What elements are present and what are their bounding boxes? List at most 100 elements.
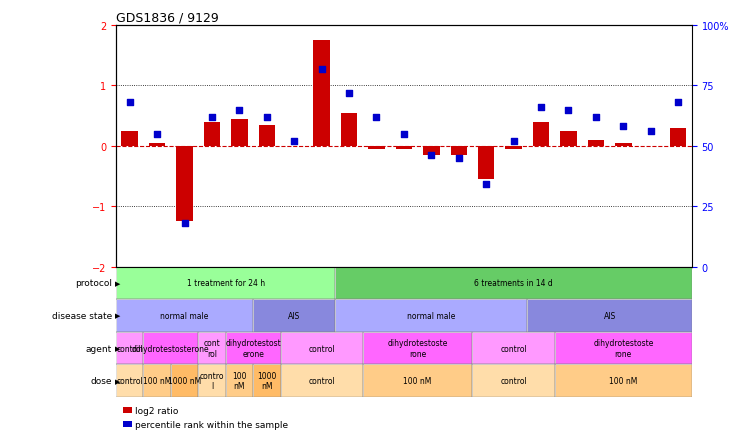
Text: dihydrotestoste
rone: dihydrotestoste rone <box>593 339 654 358</box>
Point <box>590 114 602 121</box>
Bar <box>116 299 253 332</box>
Point <box>316 66 328 73</box>
Point <box>426 153 438 160</box>
Text: control: control <box>308 344 335 353</box>
Bar <box>226 332 280 365</box>
Text: ▶: ▶ <box>115 378 120 384</box>
Bar <box>226 332 280 365</box>
Bar <box>198 332 226 365</box>
Bar <box>280 332 363 365</box>
Bar <box>280 365 363 397</box>
Bar <box>226 365 253 397</box>
Point <box>261 114 273 121</box>
Point <box>206 114 218 121</box>
Point <box>535 105 547 112</box>
Bar <box>527 299 692 332</box>
Bar <box>555 332 692 365</box>
Text: disease state: disease state <box>52 311 112 320</box>
Bar <box>253 365 280 397</box>
Text: agent: agent <box>86 344 112 353</box>
Bar <box>363 332 473 365</box>
Text: AIS: AIS <box>288 311 301 320</box>
Bar <box>116 332 144 365</box>
Text: 6 treatments in 14 d: 6 treatments in 14 d <box>474 279 553 288</box>
Text: percentile rank within the sample: percentile rank within the sample <box>135 420 289 429</box>
Text: log2 ratio: log2 ratio <box>135 406 179 414</box>
Bar <box>363 365 473 397</box>
Text: 100 nM: 100 nM <box>403 376 432 385</box>
Bar <box>144 365 171 397</box>
Point <box>179 220 191 227</box>
Text: ▶: ▶ <box>115 345 120 351</box>
Bar <box>335 267 692 299</box>
Bar <box>226 365 253 397</box>
Bar <box>560 132 577 147</box>
Bar <box>280 365 363 397</box>
Text: control: control <box>500 376 527 385</box>
Text: 1 treatment for 24 h: 1 treatment for 24 h <box>186 279 265 288</box>
Bar <box>116 267 335 299</box>
Point <box>343 90 355 97</box>
Bar <box>423 147 440 155</box>
Bar <box>171 365 198 397</box>
Bar <box>368 147 384 149</box>
Bar <box>116 365 144 397</box>
Bar <box>555 365 692 397</box>
Bar <box>450 147 467 155</box>
Text: dihydrotestost
erone: dihydrotestost erone <box>225 339 281 358</box>
Text: dihydrotestosterone: dihydrotestosterone <box>132 344 209 353</box>
Text: ▶: ▶ <box>115 280 120 286</box>
Point <box>645 128 657 135</box>
Bar <box>335 299 527 332</box>
Bar <box>555 332 692 365</box>
Point <box>398 131 410 138</box>
Bar <box>144 332 198 365</box>
Bar <box>116 299 253 332</box>
Bar <box>473 332 555 365</box>
Bar <box>527 299 692 332</box>
Bar <box>363 365 473 397</box>
Bar <box>670 128 687 147</box>
Point <box>453 155 465 162</box>
Bar <box>231 119 248 147</box>
Point <box>123 100 135 107</box>
Text: control: control <box>116 344 143 353</box>
Point <box>151 131 163 138</box>
Point <box>288 138 300 145</box>
Bar <box>473 332 555 365</box>
Text: 100
nM: 100 nM <box>232 371 247 391</box>
Bar <box>253 365 280 397</box>
Point <box>480 181 492 188</box>
Bar <box>615 144 631 147</box>
Bar <box>144 365 171 397</box>
Bar <box>473 365 555 397</box>
Bar <box>588 141 604 147</box>
Bar <box>478 147 494 180</box>
Text: control: control <box>116 376 143 385</box>
Point <box>508 138 520 145</box>
Bar <box>363 332 473 365</box>
Bar <box>259 125 275 147</box>
Bar <box>121 132 138 147</box>
Bar <box>335 267 692 299</box>
Bar <box>341 113 358 147</box>
Text: control: control <box>500 344 527 353</box>
Bar <box>116 365 144 397</box>
Point <box>672 100 684 107</box>
Bar <box>253 299 335 332</box>
Point <box>617 124 629 131</box>
Bar <box>171 365 198 397</box>
Point <box>562 107 574 114</box>
Text: GDS1836 / 9129: GDS1836 / 9129 <box>116 12 218 25</box>
Text: dihydrotestoste
rone: dihydrotestoste rone <box>387 339 448 358</box>
Bar <box>203 122 220 147</box>
Bar <box>198 365 226 397</box>
Bar <box>473 365 555 397</box>
Bar <box>555 365 692 397</box>
Bar <box>116 332 144 365</box>
Bar <box>506 147 522 149</box>
Text: normal male: normal male <box>160 311 209 320</box>
Text: ▶: ▶ <box>115 313 120 319</box>
Bar <box>253 299 335 332</box>
Bar <box>313 41 330 147</box>
